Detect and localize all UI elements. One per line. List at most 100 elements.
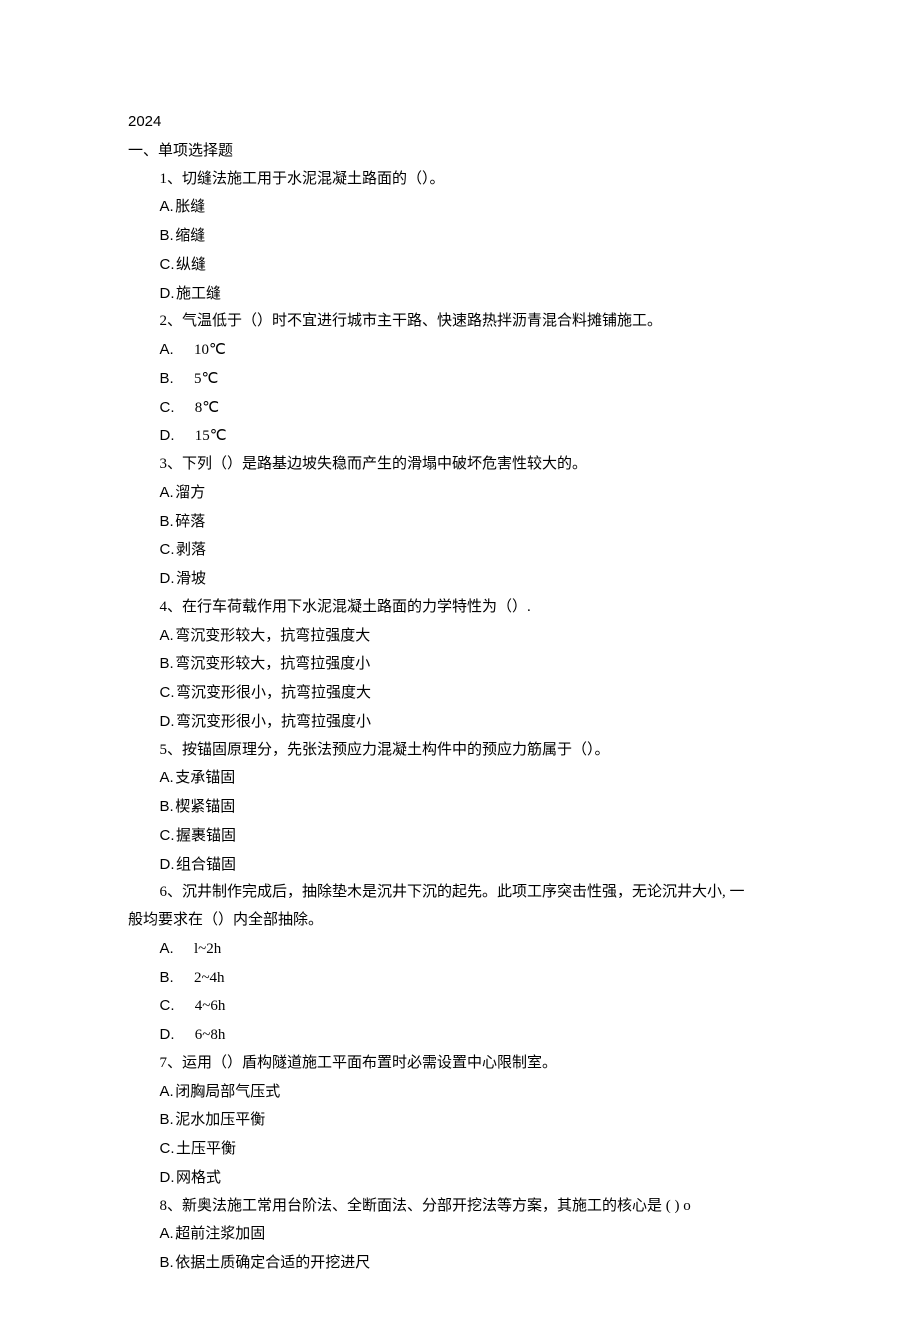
option: D.组合锚固	[160, 851, 793, 880]
option-text: l~2h	[194, 941, 221, 957]
option: C. 8℃	[160, 394, 793, 423]
question-text: 8、新奥法施工常用台阶法、全断面法、分部开挖法等方案，其施工的核心是 ( ) o	[160, 1193, 793, 1221]
year-label: 2024	[128, 108, 792, 136]
option-letter: B.	[160, 969, 174, 986]
question-text: 4、在行车荷载作用下水泥混凝土路面的力学特性为（）.	[160, 594, 793, 622]
option-text: 土压平衡	[176, 1141, 236, 1157]
option-text: 胀缝	[175, 199, 205, 215]
option-text: 5℃	[194, 371, 218, 387]
option-text: 闭胸局部气压式	[175, 1084, 280, 1100]
option: A.溜方	[160, 479, 793, 508]
question: 2、气温低于（）时不宜进行城市主干路、快速路热拌沥青混合料摊铺施工。 A. 10℃ B…	[128, 308, 792, 451]
question-text: 5、按锚固原理分，先张法预应力混凝土构件中的预应力筋属于（）。	[160, 737, 793, 765]
option: B.依据土质确定合适的开挖进尺	[160, 1249, 793, 1278]
option-letter: C.	[160, 684, 175, 701]
option-text: 泥水加压平衡	[175, 1112, 265, 1128]
option-text: 10℃	[194, 342, 226, 358]
option: D.弯沉变形很小，抗弯拉强度小	[160, 708, 793, 737]
option: C. 4~6h	[160, 992, 793, 1021]
option-text: 碎落	[175, 514, 205, 530]
option-letter: D.	[160, 1169, 175, 1186]
option-letter: D.	[160, 427, 175, 444]
question: 6、沉井制作完成后，抽除垫木是沉井下沉的起先。此项工序突击性强，无论沉井大小, …	[128, 879, 792, 1050]
option: A.弯沉变形较大，抗弯拉强度大	[160, 622, 793, 651]
option-letter: C.	[160, 541, 175, 558]
option: B.弯沉变形较大，抗弯拉强度小	[160, 650, 793, 679]
option-text: 纵缝	[176, 257, 206, 273]
option-letter: A.	[160, 940, 174, 957]
option-text: 网格式	[176, 1170, 221, 1186]
question: 5、按锚固原理分，先张法预应力混凝土构件中的预应力筋属于（）。A.支承锚固B.楔…	[128, 737, 792, 880]
option: B.楔紧锚固	[160, 793, 793, 822]
option: C.土压平衡	[160, 1135, 793, 1164]
option-text: 组合锚固	[176, 857, 236, 873]
option-text: 2~4h	[194, 970, 225, 986]
option-text: 弯沉变形很小，抗弯拉强度小	[176, 714, 371, 730]
option-text: 滑坡	[176, 571, 206, 587]
option: C.握裹锚固	[160, 822, 793, 851]
option-text: 6~8h	[195, 1027, 226, 1043]
question-text: 7、运用（）盾构隧道施工平面布置时必需设置中心限制室。	[160, 1050, 793, 1078]
option: A. 10℃	[160, 336, 793, 365]
question: 8、新奥法施工常用台阶法、全断面法、分部开挖法等方案，其施工的核心是 ( ) o…	[128, 1193, 792, 1278]
option-letter: B.	[160, 227, 174, 244]
option-letter: C.	[160, 997, 175, 1014]
option-letter: A.	[160, 1225, 174, 1242]
option-letter: C.	[160, 1140, 175, 1157]
option: A.闭胸局部气压式	[160, 1078, 793, 1107]
option-text: 依据土质确定合适的开挖进尺	[175, 1255, 370, 1271]
option-text: 4~6h	[195, 998, 226, 1014]
option-letter: C.	[160, 399, 175, 416]
option-letter: D.	[160, 713, 175, 730]
option: B.5℃	[160, 365, 793, 394]
option: A. l~2h	[160, 935, 793, 964]
option: D.施工缝	[160, 280, 793, 309]
option-text: 弯沉变形较大，抗弯拉强度小	[175, 656, 370, 672]
option-letter: D.	[160, 570, 175, 587]
option-letter: B.	[160, 1111, 174, 1128]
option: D. 6~8h	[160, 1021, 793, 1050]
section-heading: 一、单项选择题	[128, 138, 792, 166]
exam-page: 2024 一、单项选择题 1、切缝法施工用于水泥混凝土路面的（）。A.胀缝B.缩…	[0, 0, 920, 1318]
option-letter: C.	[160, 256, 175, 273]
option: C.纵缝	[160, 251, 793, 280]
option-text: 握裹锚固	[176, 828, 236, 844]
option-text: 溜方	[175, 485, 205, 501]
option-text: 弯沉变形较大，抗弯拉强度大	[175, 628, 370, 644]
question: 1、切缝法施工用于水泥混凝土路面的（）。A.胀缝B.缩缝C.纵缝D.施工缝	[128, 166, 792, 309]
question-continuation: 般均要求在（）内全部抽除。	[128, 907, 792, 935]
question: 7、运用（）盾构隧道施工平面布置时必需设置中心限制室。A.闭胸局部气压式B.泥水…	[128, 1050, 792, 1193]
option-text: 15℃	[195, 428, 227, 444]
option-letter: C.	[160, 827, 175, 844]
option-text: 施工缝	[176, 286, 221, 302]
option-letter: A.	[160, 627, 174, 644]
option: B. 2~4h	[160, 964, 793, 993]
option-text: 楔紧锚固	[175, 799, 235, 815]
question-text: 2、气温低于（）时不宜进行城市主干路、快速路热拌沥青混合料摊铺施工。	[160, 308, 793, 336]
question-text: 3、下列（）是路基边坡失稳而产生的滑塌中破坏危害性较大的。	[160, 451, 793, 479]
option: B.碎落	[160, 508, 793, 537]
option: D. 15℃	[160, 422, 793, 451]
option-letter: A.	[160, 484, 174, 501]
option: A.超前注浆加固	[160, 1220, 793, 1249]
option-letter: D.	[160, 1026, 175, 1043]
option: C.弯沉变形很小，抗弯拉强度大	[160, 679, 793, 708]
option-text: 缩缝	[175, 228, 205, 244]
option: B.缩缝	[160, 222, 793, 251]
questions-container: 1、切缝法施工用于水泥混凝土路面的（）。A.胀缝B.缩缝C.纵缝D.施工缝2、气…	[128, 166, 792, 1278]
option-letter: A.	[160, 341, 174, 358]
option: C.剥落	[160, 536, 793, 565]
option-text: 8℃	[195, 400, 219, 416]
option: A.支承锚固	[160, 764, 793, 793]
question-text: 6、沉井制作完成后，抽除垫木是沉井下沉的起先。此项工序突击性强，无论沉井大小, …	[160, 879, 793, 907]
question-text: 1、切缝法施工用于水泥混凝土路面的（）。	[160, 166, 793, 194]
option: B.泥水加压平衡	[160, 1106, 793, 1135]
option-letter: A.	[160, 769, 174, 786]
option: A.胀缝	[160, 193, 793, 222]
option-letter: B.	[160, 1254, 174, 1271]
option-letter: D.	[160, 856, 175, 873]
question: 4、在行车荷载作用下水泥混凝土路面的力学特性为（）.A.弯沉变形较大，抗弯拉强度…	[128, 594, 792, 737]
question: 3、下列（）是路基边坡失稳而产生的滑塌中破坏危害性较大的。A.溜方B.碎落C.剥…	[128, 451, 792, 594]
option-letter: B.	[160, 655, 174, 672]
option: D.滑坡	[160, 565, 793, 594]
